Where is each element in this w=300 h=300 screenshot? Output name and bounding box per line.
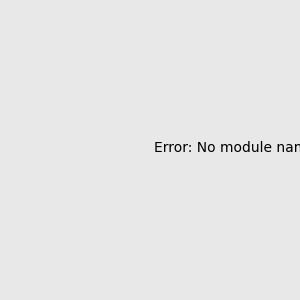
Text: Error: No module named 'rdkit': Error: No module named 'rdkit': [154, 140, 300, 154]
